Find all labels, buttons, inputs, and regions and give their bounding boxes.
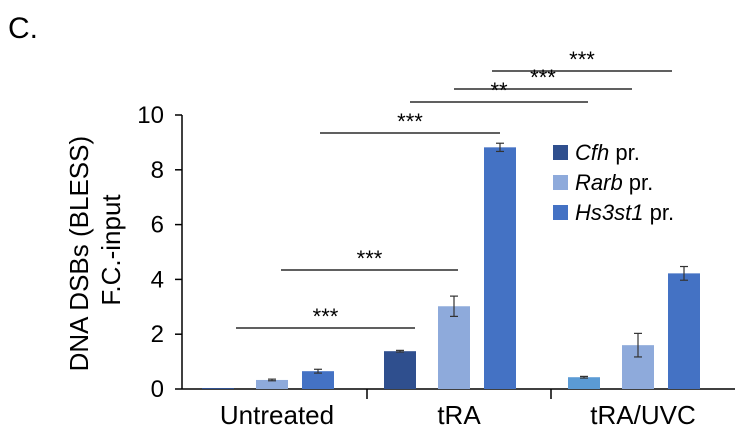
- x-category-label: tRA: [437, 400, 481, 430]
- bar: [302, 371, 334, 389]
- y-tick-label: 2: [151, 321, 164, 348]
- panel-label: C.: [8, 12, 38, 45]
- y-axis-label-line-1: DNA DSBs (BLESS): [64, 136, 94, 372]
- significance-label: ***: [569, 47, 595, 72]
- y-tick-label: 10: [137, 102, 164, 129]
- y-tick-label: 0: [151, 376, 164, 403]
- significance-label: ***: [397, 109, 423, 134]
- y-tick-label: 8: [151, 157, 164, 184]
- y-axis-label-line-2: F.C.-input: [96, 194, 126, 306]
- significance-label: ***: [313, 304, 339, 329]
- y-tick-label: 4: [151, 266, 164, 293]
- legend-swatch: [553, 205, 568, 220]
- legend-swatch: [553, 145, 568, 160]
- bar: [484, 147, 516, 389]
- y-tick-label: 6: [151, 212, 164, 239]
- bar: [568, 377, 600, 389]
- legend-label: Hs3st1 pr.: [575, 200, 674, 225]
- legend-label: Cfh pr.: [575, 140, 640, 165]
- bar: [202, 388, 234, 389]
- x-category-label: Untreated: [220, 400, 334, 430]
- y-axis-label: DNA DSBs (BLESS) F.C.-input: [64, 129, 126, 372]
- legend-label: Rarb pr.: [575, 170, 653, 195]
- bar: [668, 273, 700, 389]
- bar: [384, 351, 416, 389]
- bar: [438, 306, 470, 389]
- bar: [256, 379, 288, 389]
- significance-label: ***: [357, 246, 383, 271]
- x-category-label: tRA/UVC: [590, 400, 695, 430]
- legend-swatch: [553, 175, 568, 190]
- significance-label: **: [490, 78, 508, 103]
- significance-label: ***: [530, 65, 556, 90]
